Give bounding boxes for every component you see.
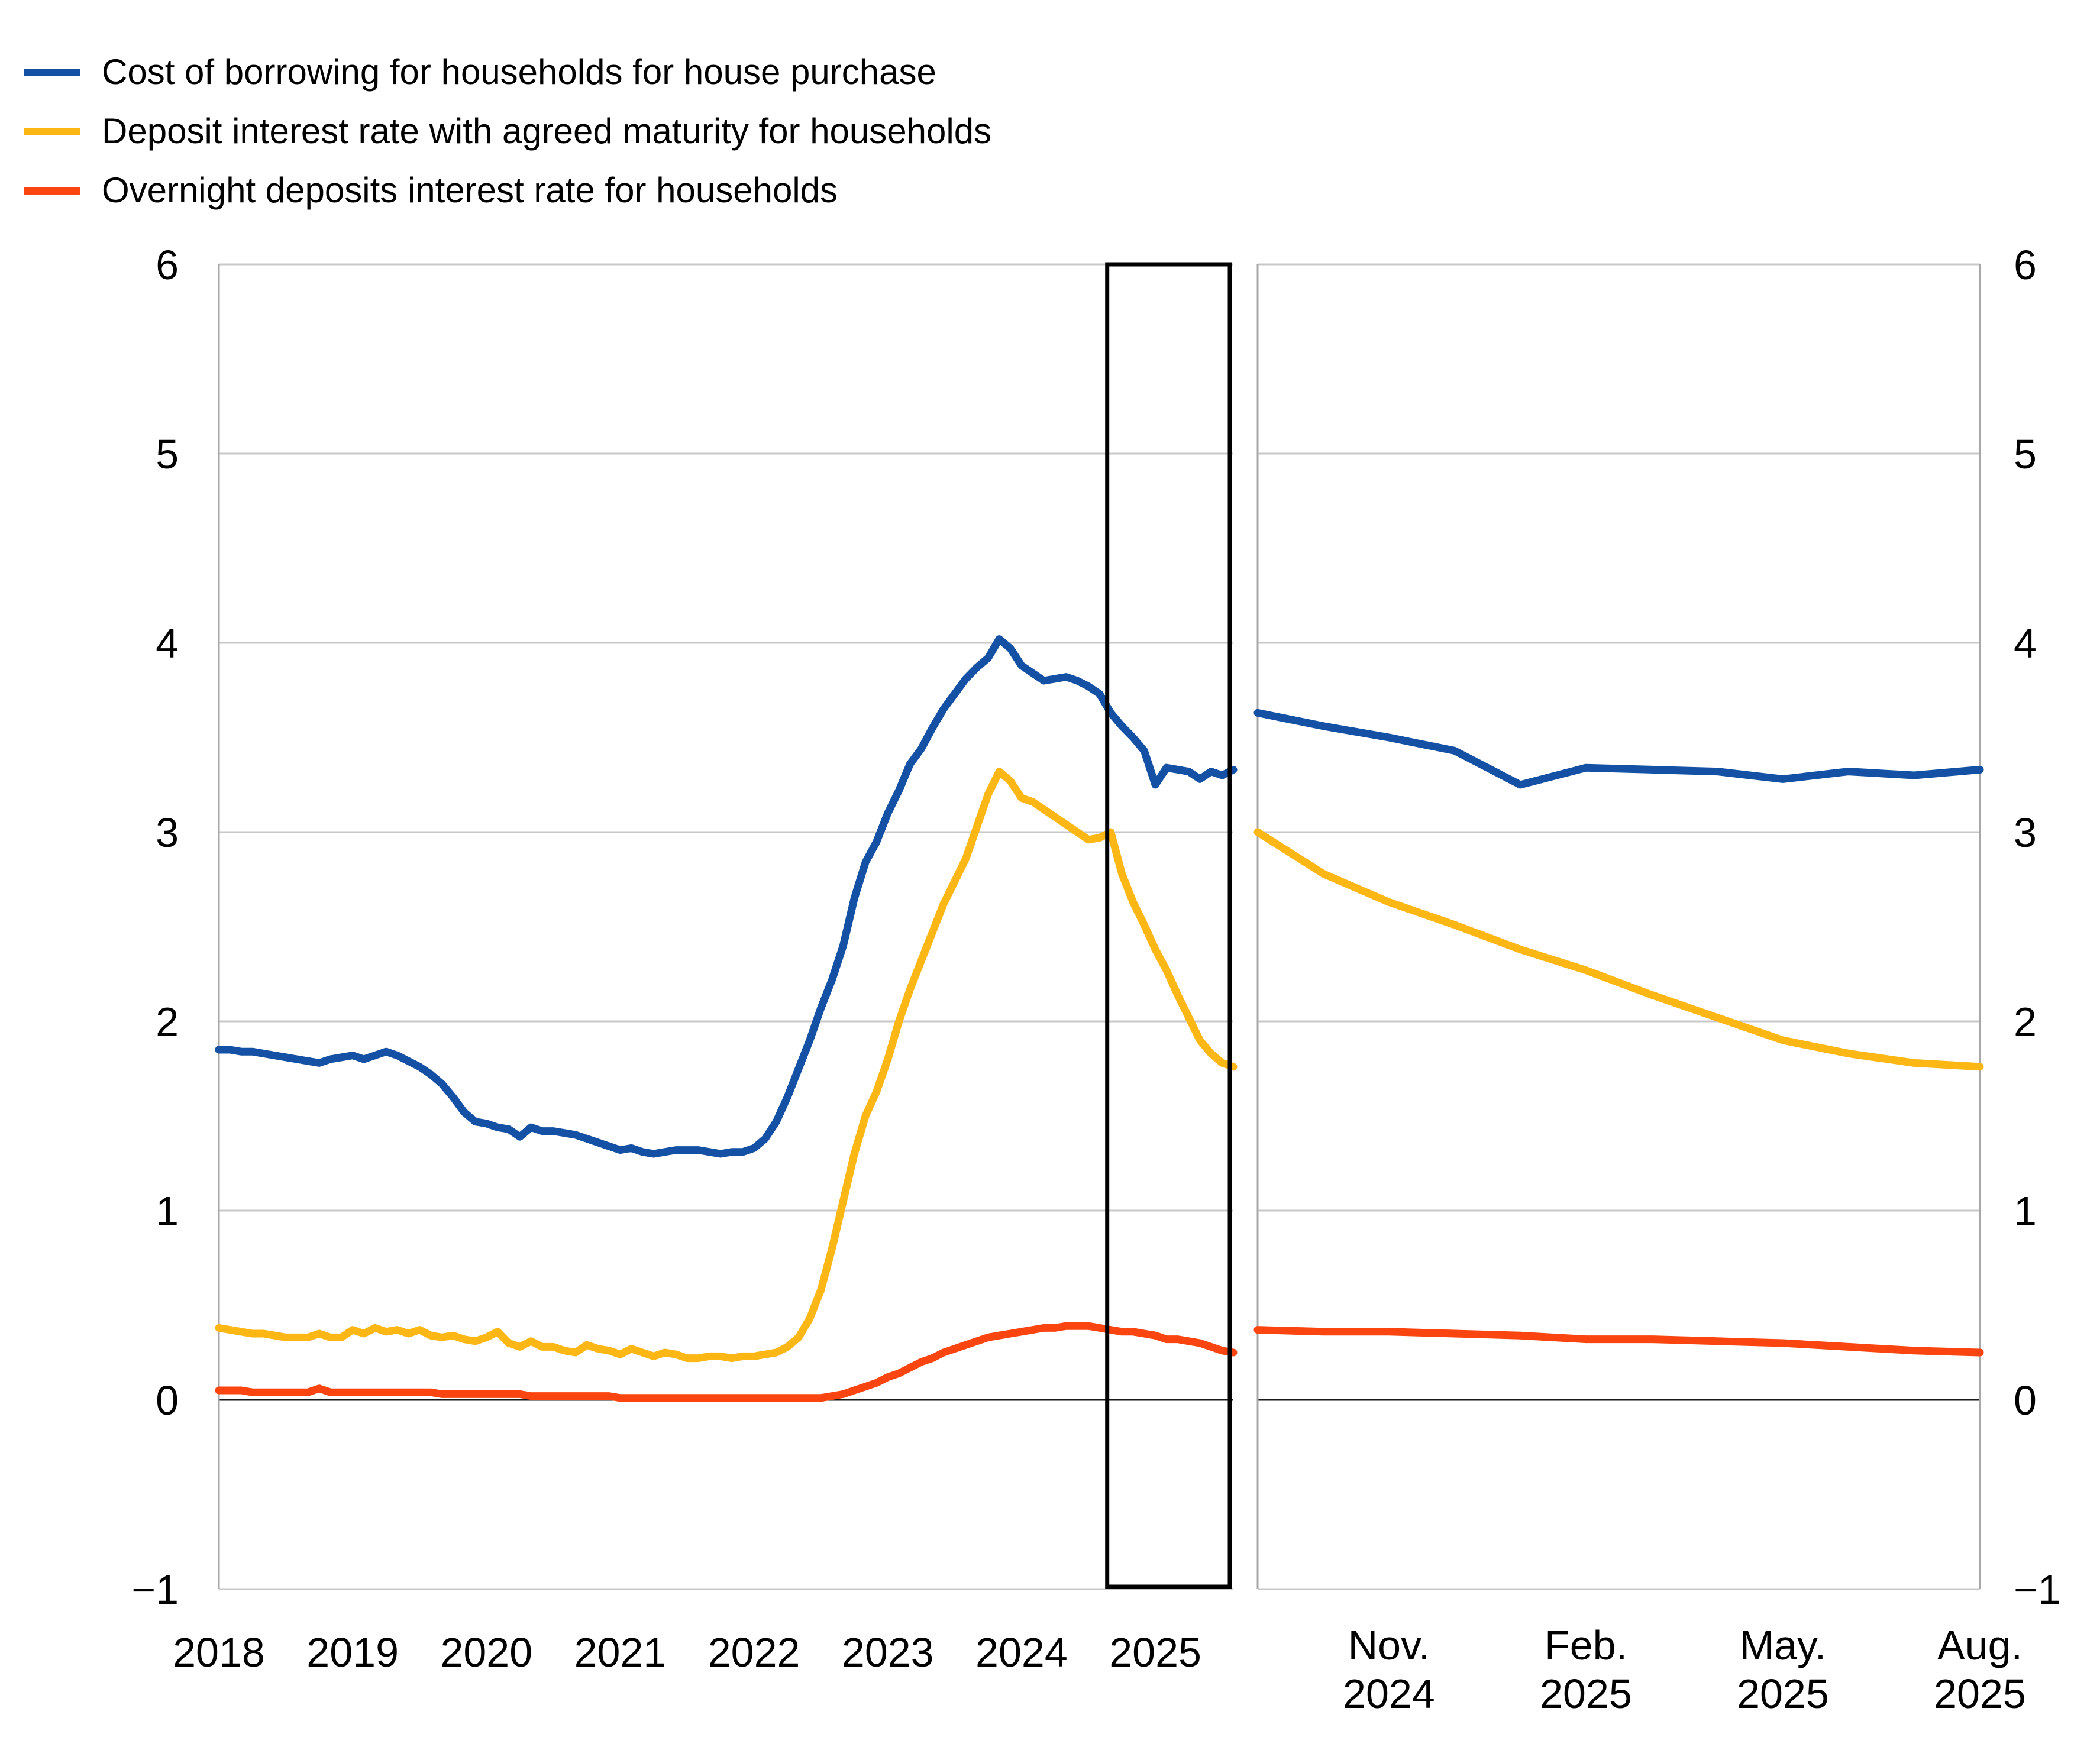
y-tick-label-left-3: 3 bbox=[156, 810, 179, 856]
series-line-overnight-deposits-right bbox=[1253, 1326, 1984, 1357]
x-tick-label-Aug-line1: Aug. bbox=[1937, 1622, 2023, 1668]
x-tick-label-Feb-line1: Feb. bbox=[1545, 1622, 1627, 1668]
series-line-cost-of-borrowing-right bbox=[1253, 708, 1984, 789]
y-tick-label-right-3: 3 bbox=[2014, 810, 2037, 856]
legend-label-deposit-agreed-maturity: Deposit interest rate with agreed maturi… bbox=[102, 111, 992, 151]
legend-item-cost-of-borrowing: Cost of borrowing for households for hou… bbox=[24, 43, 991, 102]
legend-item-deposit-agreed-maturity: Deposit interest rate with agreed maturi… bbox=[24, 102, 991, 161]
x-tick-label-2024-line2: 2024 bbox=[1343, 1671, 1435, 1717]
y-tick-label-right-4: 4 bbox=[2014, 620, 2037, 667]
x-tick-label-2025-line2: 2025 bbox=[1934, 1671, 2026, 1717]
y-tick-label-left-6: 6 bbox=[156, 242, 179, 288]
legend-item-overnight-deposits: Overnight deposits interest rate for hou… bbox=[24, 161, 991, 220]
y-tick-label-left-1: 1 bbox=[156, 1188, 179, 1234]
y-tick-label-right-6: 6 bbox=[2014, 242, 2037, 288]
highlight-box bbox=[1105, 262, 1232, 1589]
legend-line-swatch-red bbox=[24, 186, 80, 195]
x-tick-label-2019: 2019 bbox=[306, 1629, 399, 1675]
y-tick-label-left-4: 4 bbox=[156, 620, 179, 667]
series-line-overnight-deposits-left bbox=[215, 1322, 1238, 1402]
legend-line-swatch-blue bbox=[24, 68, 80, 76]
y-tick-label-left--1: −1 bbox=[131, 1567, 179, 1613]
y-tick-label-right-5: 5 bbox=[2014, 431, 2037, 477]
y-tick-label-right-0: 0 bbox=[2014, 1377, 2037, 1424]
series-line-deposit-agreed-maturity-right bbox=[1253, 828, 1984, 1071]
chart-legend: Cost of borrowing for households for hou… bbox=[24, 43, 991, 220]
series-line-deposit-agreed-maturity-left bbox=[215, 768, 1238, 1363]
series-line-cost-of-borrowing-left bbox=[215, 635, 1238, 1158]
x-tick-label-2023: 2023 bbox=[842, 1629, 934, 1675]
y-tick-label-right-1: 1 bbox=[2014, 1188, 2037, 1234]
legend-label-overnight-deposits: Overnight deposits interest rate for hou… bbox=[102, 170, 838, 210]
left-panel: 2018 2019 2020 2021 2022 2023 2024 2025 bbox=[173, 262, 1238, 1675]
legend-label-cost-of-borrowing: Cost of borrowing for households for hou… bbox=[102, 52, 936, 92]
y-tick-label-left-2: 2 bbox=[156, 999, 179, 1045]
y-tick-label-right--1: −1 bbox=[2014, 1567, 2061, 1613]
x-tick-label-2025-line2: 2025 bbox=[1737, 1671, 1829, 1717]
x-tick-label-2018: 2018 bbox=[173, 1629, 265, 1675]
y-tick-label-left-5: 5 bbox=[156, 431, 179, 477]
x-tick-label-May-line1: May. bbox=[1740, 1622, 1827, 1668]
x-tick-label-2025-line2: 2025 bbox=[1540, 1671, 1632, 1717]
legend-line-swatch-yellow bbox=[24, 127, 80, 135]
x-tick-label-2022: 2022 bbox=[708, 1629, 800, 1675]
x-tick-label-Nov-line1: Nov. bbox=[1348, 1622, 1430, 1668]
y-tick-label-left-0: 0 bbox=[156, 1377, 179, 1424]
x-tick-label-2024: 2024 bbox=[975, 1629, 1068, 1675]
x-tick-label-2020: 2020 bbox=[440, 1629, 532, 1675]
y-tick-label-right-2: 2 bbox=[2014, 999, 2037, 1045]
x-tick-label-2021: 2021 bbox=[574, 1629, 667, 1675]
x-tick-label-2025: 2025 bbox=[1109, 1629, 1201, 1675]
